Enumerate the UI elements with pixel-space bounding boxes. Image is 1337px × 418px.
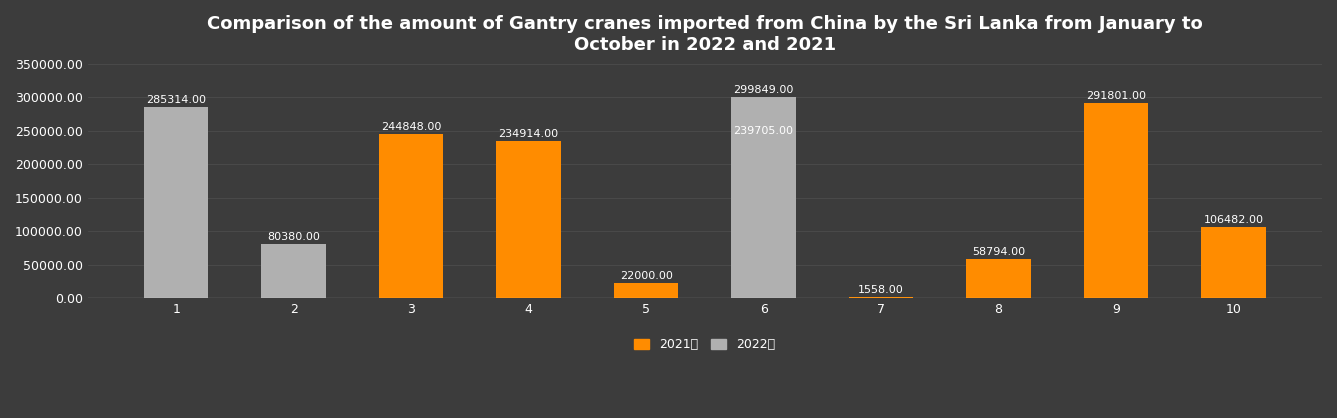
Text: 239705.00: 239705.00: [734, 125, 794, 135]
Text: 22000.00: 22000.00: [619, 271, 673, 281]
Bar: [144, 107, 209, 298]
Bar: [378, 134, 444, 298]
Bar: [261, 245, 326, 298]
Bar: [967, 259, 1031, 298]
Text: 299849.00: 299849.00: [734, 85, 794, 95]
Text: 106482.00: 106482.00: [1203, 215, 1263, 225]
Text: 244848.00: 244848.00: [381, 122, 441, 132]
Bar: [496, 141, 562, 298]
Text: 291801.00: 291801.00: [1086, 91, 1146, 101]
Text: 1558.00: 1558.00: [858, 285, 904, 295]
Bar: [731, 97, 796, 298]
Legend: 2021年, 2022年: 2021年, 2022年: [628, 332, 782, 358]
Bar: [1084, 103, 1148, 298]
Bar: [1201, 227, 1266, 298]
Text: 58794.00: 58794.00: [972, 247, 1025, 257]
Bar: [731, 138, 796, 298]
Text: 234914.00: 234914.00: [499, 129, 559, 139]
Title: Comparison of the amount of Gantry cranes imported from China by the Sri Lanka f: Comparison of the amount of Gantry crane…: [207, 15, 1203, 54]
Bar: [849, 297, 913, 298]
Bar: [614, 283, 678, 298]
Text: 80380.00: 80380.00: [267, 232, 320, 242]
Text: 285314.00: 285314.00: [146, 95, 206, 105]
